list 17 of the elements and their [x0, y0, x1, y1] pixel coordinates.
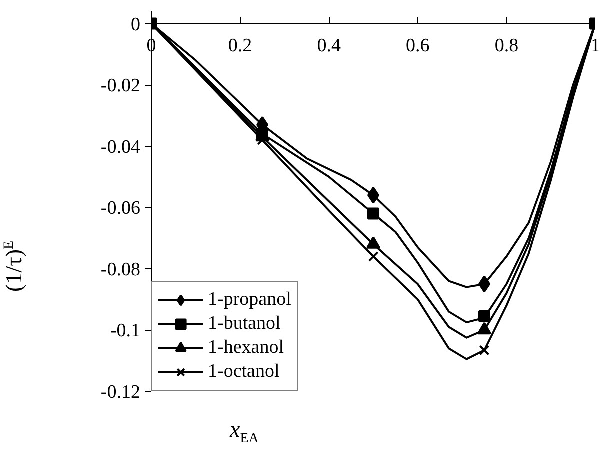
y-tick-label: -0.08 — [100, 259, 140, 280]
legend-label: 1-propanol — [208, 288, 292, 312]
legend-label: 1-hexanol — [208, 336, 284, 360]
y-tick-label: -0.02 — [100, 76, 140, 97]
x-tick-label: 0.4 — [317, 36, 342, 56]
legend-label: 1-butanol — [208, 312, 281, 336]
y-tick-label: 0 — [131, 14, 140, 36]
legend-label: 1-octanol — [208, 360, 280, 384]
x-tick-label: 0.6 — [406, 36, 430, 56]
x-tick-label: 0.8 — [494, 36, 519, 56]
y-tick-label: -0.1 — [110, 320, 140, 342]
y-tick-label: -0.12 — [100, 382, 140, 403]
x-axis-title: x$_{EA}$ — [230, 417, 259, 447]
y-tick-label: -0.04 — [100, 136, 141, 158]
x-tick-label: 0.2 — [228, 36, 252, 56]
x-tick-label: 1 — [590, 36, 600, 56]
y-tick-label: -0.06 — [100, 198, 140, 220]
